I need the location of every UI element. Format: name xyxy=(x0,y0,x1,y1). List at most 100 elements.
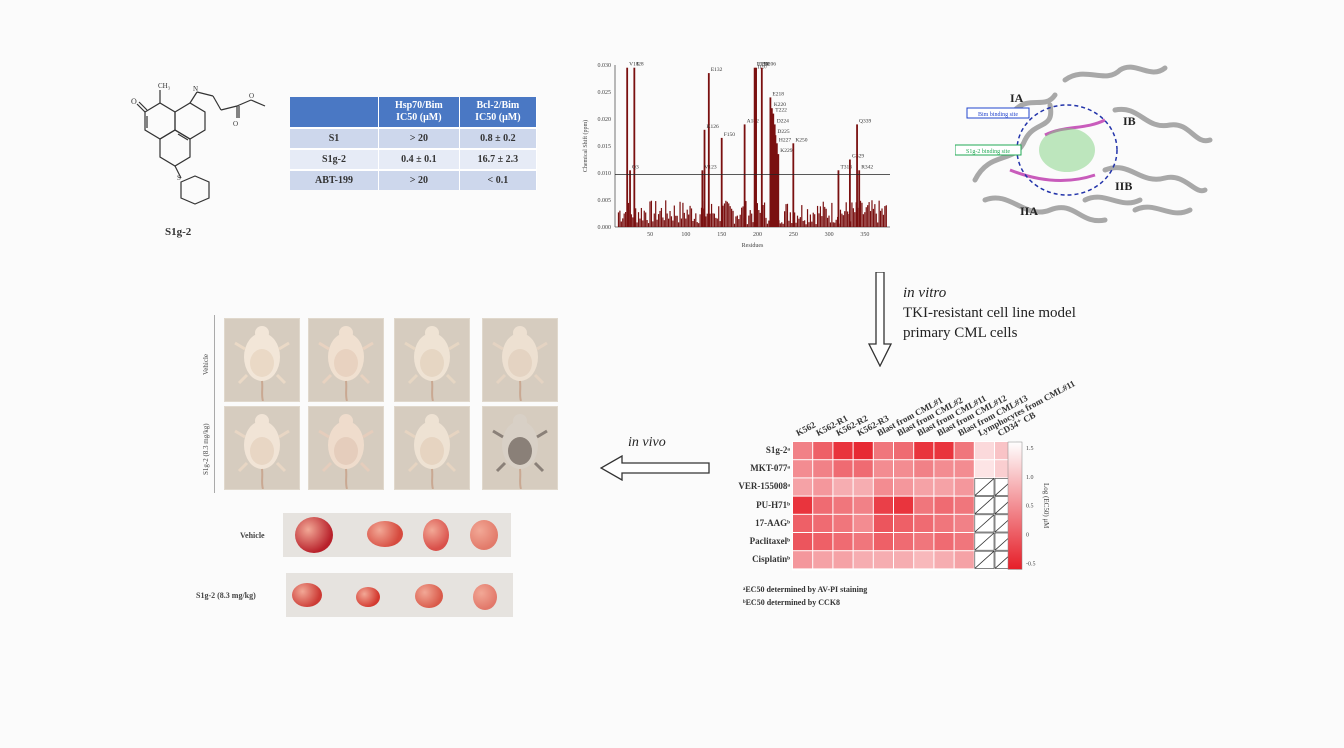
residue-bar xyxy=(746,224,748,227)
residue-bar xyxy=(666,213,668,227)
residue-bar xyxy=(879,210,882,227)
residue-bar xyxy=(739,214,741,227)
domain-label-iib: IIB xyxy=(1115,179,1132,193)
table-cell: > 20 xyxy=(378,127,460,149)
peak-bar xyxy=(707,73,710,227)
residue-bar xyxy=(690,208,693,227)
residue-bar xyxy=(653,213,655,227)
peak-bar xyxy=(770,108,773,227)
residue-bar xyxy=(732,210,734,227)
residue-bar xyxy=(733,223,736,227)
table-row: S1g-2 0.4 ± 0.1 16.7 ± 2.3 xyxy=(290,148,538,170)
residue-bar xyxy=(835,219,837,227)
residue-bar xyxy=(765,217,767,227)
peak-label: L196 xyxy=(757,62,769,68)
heatmap-cell xyxy=(833,514,853,532)
x-axis-title: Residues xyxy=(742,243,764,249)
mouse-photo xyxy=(308,318,384,402)
peak-label: T313 xyxy=(840,164,852,170)
peak-bar xyxy=(837,170,840,227)
residue-bar xyxy=(795,222,797,227)
peak-label: T222 xyxy=(775,108,787,114)
residue-bar xyxy=(759,212,761,227)
heatmap-row-label: Paclitaxelᵇ xyxy=(749,536,790,546)
residue-bar xyxy=(728,203,730,227)
mouse-photo xyxy=(394,406,470,490)
hatch-line xyxy=(974,496,995,515)
residue-bar xyxy=(806,209,809,227)
heatmap-cell xyxy=(873,478,893,496)
residue-bar xyxy=(639,218,641,227)
residue-bar xyxy=(766,223,769,227)
residue-bar xyxy=(657,214,660,227)
residue-bar xyxy=(719,221,721,227)
residue-bar xyxy=(741,207,743,227)
svg-text:CH₃: CH₃ xyxy=(158,82,171,90)
residue-bar xyxy=(878,200,880,227)
residue-bar xyxy=(680,218,683,227)
table-cell: 0.8 ± 0.2 xyxy=(459,127,538,149)
heatmap-row-label: VER-155008ᵃ xyxy=(738,481,790,492)
heatmap-cell xyxy=(934,442,954,460)
residue-bar xyxy=(656,219,658,227)
tumor-sample xyxy=(470,520,498,550)
peak-label: I197 xyxy=(757,64,767,70)
residue-bar xyxy=(763,202,766,227)
compound-label: S1g-2 xyxy=(165,226,192,238)
residue-bar xyxy=(726,201,728,227)
heatmap-cell xyxy=(813,533,833,551)
peak-label: V123 xyxy=(704,164,716,170)
peak-bar xyxy=(760,67,763,227)
residue-bar xyxy=(620,221,622,227)
residue-bar xyxy=(867,205,869,227)
residue-bar xyxy=(660,207,663,227)
bim-site-label: Bim binding site xyxy=(978,112,1018,118)
residue-bar xyxy=(851,202,853,227)
residue-bar xyxy=(715,217,717,227)
heatmap-cell xyxy=(954,460,974,478)
heatmap-cell xyxy=(833,496,853,514)
y-axis-title: Chemical Shift (ppm) xyxy=(582,120,589,172)
residue-bar xyxy=(844,211,846,227)
heatmap-cell xyxy=(793,442,813,460)
mouse-photo xyxy=(482,406,558,490)
peak-bar xyxy=(701,170,704,227)
heatmap-cell xyxy=(873,496,893,514)
invitro-line1: TKI-resistant cell line model xyxy=(903,305,1076,321)
residue-bar xyxy=(796,215,799,227)
residue-bar xyxy=(785,204,787,227)
residue-bar xyxy=(619,210,621,227)
heatmap-cell xyxy=(894,551,914,569)
y-tick-label: 0.015 xyxy=(598,144,612,150)
header-bcl2-sub: IC50 (μM) xyxy=(475,112,521,123)
domain-label-iia: IIA xyxy=(1020,204,1038,218)
residue-bar xyxy=(683,212,685,227)
chemical-shift-chart: 0.000 0.005 0.010 0.015 0.020 0.025 0.030 50 100… xyxy=(582,62,890,249)
residue-bar xyxy=(731,208,733,227)
residue-bar xyxy=(623,213,625,227)
peak-bar xyxy=(777,154,780,227)
peak-bar xyxy=(743,124,746,227)
residue-bar xyxy=(622,218,624,227)
tumor-sample xyxy=(415,584,443,608)
tumor-label-treated: S1g-2 (8.3 mg/kg) xyxy=(196,591,256,600)
y-tick-label: 0.010 xyxy=(598,171,612,177)
peak-label: E132 xyxy=(711,67,723,73)
heatmap-cell xyxy=(894,442,914,460)
peak-label: D225 xyxy=(777,129,789,135)
residue-bar xyxy=(713,213,716,227)
heatmap-cell xyxy=(793,496,813,514)
residue-bar xyxy=(824,206,826,227)
hatch-line xyxy=(974,532,995,551)
residue-bar xyxy=(676,215,678,227)
residue-bar xyxy=(786,203,789,227)
header-bcl2-main: Bcl-2/Bim xyxy=(476,100,520,111)
peak-label: H227 xyxy=(779,137,791,143)
residue-bar xyxy=(659,210,661,227)
mouse-photo xyxy=(224,406,300,490)
peak-label: Q3 xyxy=(632,164,639,170)
residue-bar xyxy=(742,206,744,227)
heatmap-cell xyxy=(813,478,833,496)
residue-bar xyxy=(871,200,873,227)
heatmap-cell xyxy=(833,442,853,460)
